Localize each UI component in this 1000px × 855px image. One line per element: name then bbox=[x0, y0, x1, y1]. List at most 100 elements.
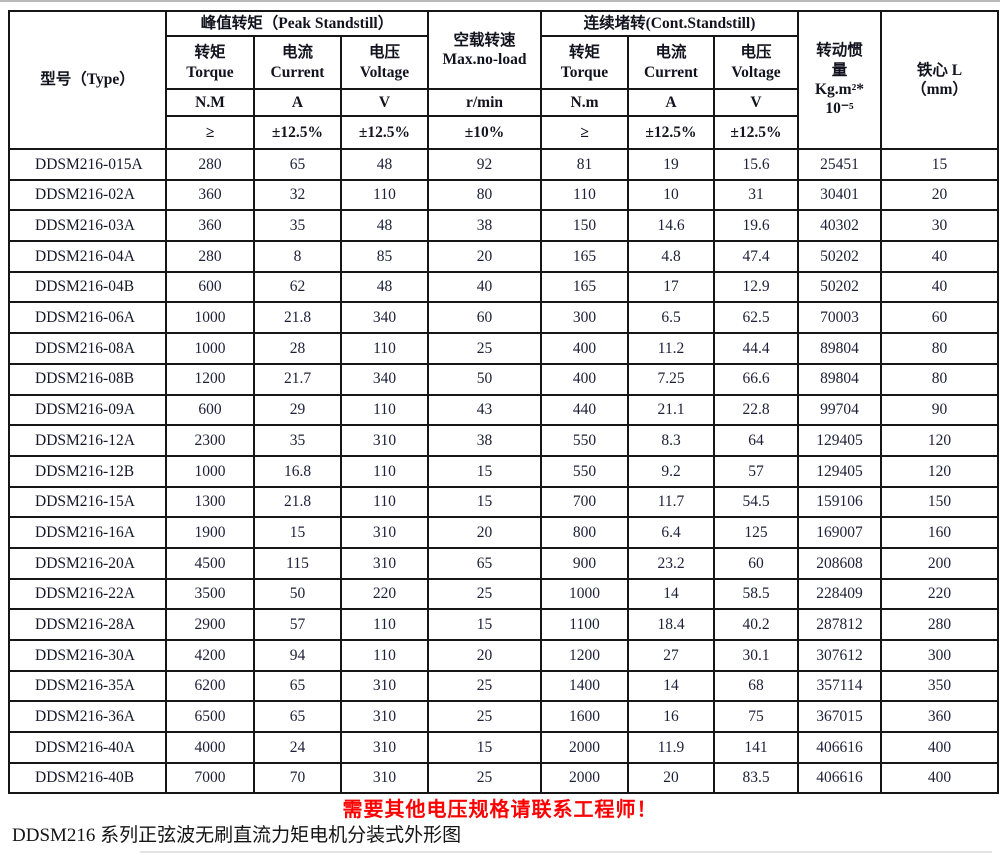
table-row: DDSM216-015A 280 65 48 92 81 19 15.6 25451 15 bbox=[8, 148, 999, 181]
label-voltage-cn: 电压 bbox=[368, 44, 400, 62]
header-inertia: 转动惯 量 Kg.m²* 10⁻⁵ bbox=[797, 10, 882, 150]
value-cell: 31 bbox=[713, 178, 799, 212]
label-torque-cn: 转矩 bbox=[194, 44, 226, 62]
value-cell: 7.25 bbox=[627, 362, 715, 396]
value-cell: 20 bbox=[880, 178, 999, 212]
type-cell: DDSM216-30A bbox=[8, 639, 167, 672]
value-cell: 1000 bbox=[540, 577, 629, 611]
label-torque-en: Torque bbox=[186, 63, 234, 81]
header-core-cn: 铁心 L bbox=[916, 61, 963, 79]
value-cell: 29 bbox=[253, 393, 342, 427]
value-cell: 165 bbox=[540, 240, 629, 273]
header-row-units: N.M A V r/min N.m A V bbox=[9, 88, 998, 117]
value-cell: 169007 bbox=[797, 516, 882, 549]
value-cell: 11.7 bbox=[627, 485, 715, 519]
value-cell: 80 bbox=[880, 362, 999, 396]
value-cell: 99704 bbox=[797, 393, 882, 427]
value-cell: 11.2 bbox=[627, 332, 715, 365]
value-cell: 14 bbox=[627, 577, 715, 611]
value-cell: 129405 bbox=[797, 424, 882, 457]
value-cell: 30 bbox=[880, 209, 999, 243]
value-cell: 65 bbox=[427, 546, 542, 580]
label-current-en: Current bbox=[270, 63, 325, 81]
value-cell: 1200 bbox=[165, 362, 255, 396]
value-cell: 21.8 bbox=[253, 301, 342, 335]
header-row-tolerances: ≥ ±12.5% ±12.5% ±10% ≥ ±12.5% ±12.5% bbox=[9, 115, 998, 150]
value-cell: 25 bbox=[427, 761, 542, 795]
value-cell: 307612 bbox=[797, 639, 882, 672]
value-cell: 6.5 bbox=[627, 301, 715, 335]
value-cell: 110 bbox=[340, 639, 429, 672]
header-cont-torque: 转矩 Torque bbox=[540, 35, 629, 90]
value-cell: 900 bbox=[540, 546, 629, 580]
value-cell: 21.1 bbox=[627, 393, 715, 427]
value-cell: 25451 bbox=[797, 148, 882, 181]
value-cell: 550 bbox=[540, 424, 629, 457]
table-row: DDSM216-30A 4200 94 110 20 1200 27 30.1 307612 30… bbox=[8, 639, 999, 672]
value-cell: 47.4 bbox=[713, 240, 799, 273]
header-type: 型号（Type） bbox=[8, 10, 167, 150]
value-cell: 160 bbox=[880, 516, 999, 549]
value-cell: 550 bbox=[540, 454, 629, 488]
label-torque-en: Torque bbox=[560, 63, 609, 81]
table-row: DDSM216-08A 1000 28 110 25 400 11.2 44.4 89804 80 bbox=[8, 332, 999, 365]
header-peak-voltage: 电压 Voltage bbox=[340, 35, 429, 90]
value-cell: 70 bbox=[253, 761, 342, 795]
value-cell: 310 bbox=[340, 424, 429, 457]
value-cell: 62.5 bbox=[713, 301, 799, 335]
value-cell: 400 bbox=[880, 731, 999, 764]
value-cell: 18.4 bbox=[627, 608, 715, 641]
table-row: DDSM216-15A 1300 21.8 110 15 700 11.7 54.5 15910… bbox=[8, 485, 999, 519]
table-row: DDSM216-03A 360 35 48 38 150 14.6 19.6 40302 30 bbox=[8, 209, 999, 243]
scan-artifact-top-line bbox=[0, 0, 1000, 2]
contact-engineer-note: 需要其他电压规格请联系工程师！ bbox=[342, 799, 658, 821]
value-cell: 6.4 bbox=[627, 516, 715, 549]
header-cont-voltage: 电压 Voltage bbox=[713, 35, 799, 90]
value-cell: 7000 bbox=[165, 761, 255, 795]
value-cell: 310 bbox=[340, 516, 429, 549]
value-cell: 1000 bbox=[165, 332, 255, 365]
value-cell: 20 bbox=[427, 240, 542, 273]
value-cell: 20 bbox=[427, 639, 542, 672]
value-cell: 30.1 bbox=[713, 639, 799, 672]
value-cell: 300 bbox=[880, 639, 999, 672]
value-cell: 50 bbox=[253, 577, 342, 611]
tol-peak-current: ±12.5% bbox=[253, 115, 342, 150]
header-inertia-unit: Kg.m²* bbox=[815, 81, 864, 98]
series-caption: DDSM216 系列正弦波无刷直流力矩电机分装式外形图 bbox=[12, 825, 462, 846]
value-cell: 165 bbox=[540, 270, 629, 304]
value-cell: 400 bbox=[880, 761, 999, 795]
value-cell: 80 bbox=[880, 332, 999, 365]
label-current-cn: 电流 bbox=[655, 44, 687, 62]
value-cell: 115 bbox=[253, 546, 342, 580]
type-cell: DDSM216-15A bbox=[8, 485, 167, 519]
value-cell: 406616 bbox=[797, 761, 882, 795]
table-header: 型号（Type） 峰值转矩（Peak Standstill） 空载转速 Max.… bbox=[8, 10, 999, 150]
header-cont-current: 电流 Current bbox=[627, 35, 715, 90]
type-cell: DDSM216-02A bbox=[8, 178, 167, 212]
value-cell: 220 bbox=[340, 577, 429, 611]
unit-cont-current: A bbox=[627, 88, 715, 117]
value-cell: 3500 bbox=[165, 577, 255, 611]
table-row: DDSM216-40A 4000 24 310 15 2000 11.9 141 406616 4… bbox=[8, 731, 999, 764]
value-cell: 20 bbox=[627, 761, 715, 795]
value-cell: 25 bbox=[427, 332, 542, 365]
header-inertia-cn1: 转动惯 bbox=[816, 42, 863, 60]
tol-cont-current: ±12.5% bbox=[627, 115, 715, 150]
value-cell: 85 bbox=[340, 240, 429, 273]
value-cell: 2000 bbox=[540, 761, 629, 795]
type-cell: DDSM216-28A bbox=[8, 608, 167, 641]
label-voltage-cn: 电压 bbox=[740, 44, 772, 62]
unit-peak-torque: N.M bbox=[165, 88, 255, 117]
header-core-unit: （mm） bbox=[911, 81, 968, 98]
value-cell: 159106 bbox=[797, 485, 882, 519]
value-cell: 48 bbox=[340, 209, 429, 243]
value-cell: 81 bbox=[540, 148, 629, 181]
value-cell: 30401 bbox=[797, 178, 882, 212]
spec-table-body: DDSM216-015A 280 65 48 92 81 19 15.6 25451 15 DDSM… bbox=[8, 148, 999, 795]
value-cell: 28 bbox=[253, 332, 342, 365]
value-cell: 700 bbox=[540, 485, 629, 519]
unit-cont-torque: N.m bbox=[540, 88, 629, 117]
unit-peak-current: A bbox=[253, 88, 342, 117]
table-row: DDSM216-06A 1000 21.8 340 60 300 6.5 62.5 70003 6… bbox=[8, 301, 999, 335]
